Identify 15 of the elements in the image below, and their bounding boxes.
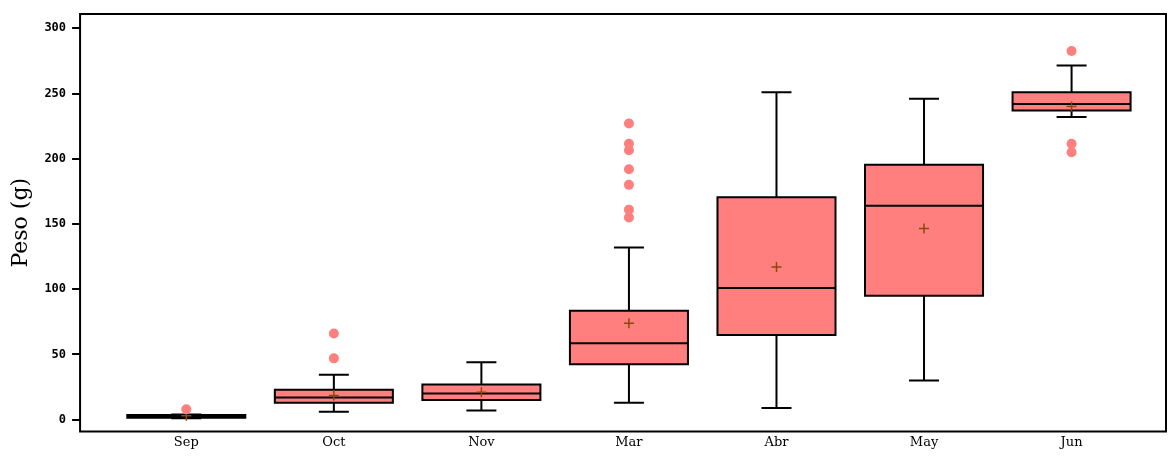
x-tick-label: Mar xyxy=(615,433,644,449)
y-axis-title: Peso (g) xyxy=(6,177,32,268)
x-tick-label: Abr xyxy=(763,433,790,449)
y-tick-label: 50 xyxy=(51,346,67,361)
y-tick-label: 150 xyxy=(44,216,67,231)
x-tick-label: May xyxy=(909,433,939,449)
y-tick-label: 100 xyxy=(44,281,67,296)
y-tick-label: 300 xyxy=(44,20,67,35)
x-tick-label: Jun xyxy=(1058,433,1084,449)
x-tick-label: Sep xyxy=(173,433,199,449)
x-tick-label: Nov xyxy=(468,433,496,449)
y-tick-label: 0 xyxy=(58,411,67,426)
x-tick-label: Oct xyxy=(322,433,347,449)
y-tick-label: 250 xyxy=(44,85,67,100)
y-tick-label: 200 xyxy=(44,150,67,165)
